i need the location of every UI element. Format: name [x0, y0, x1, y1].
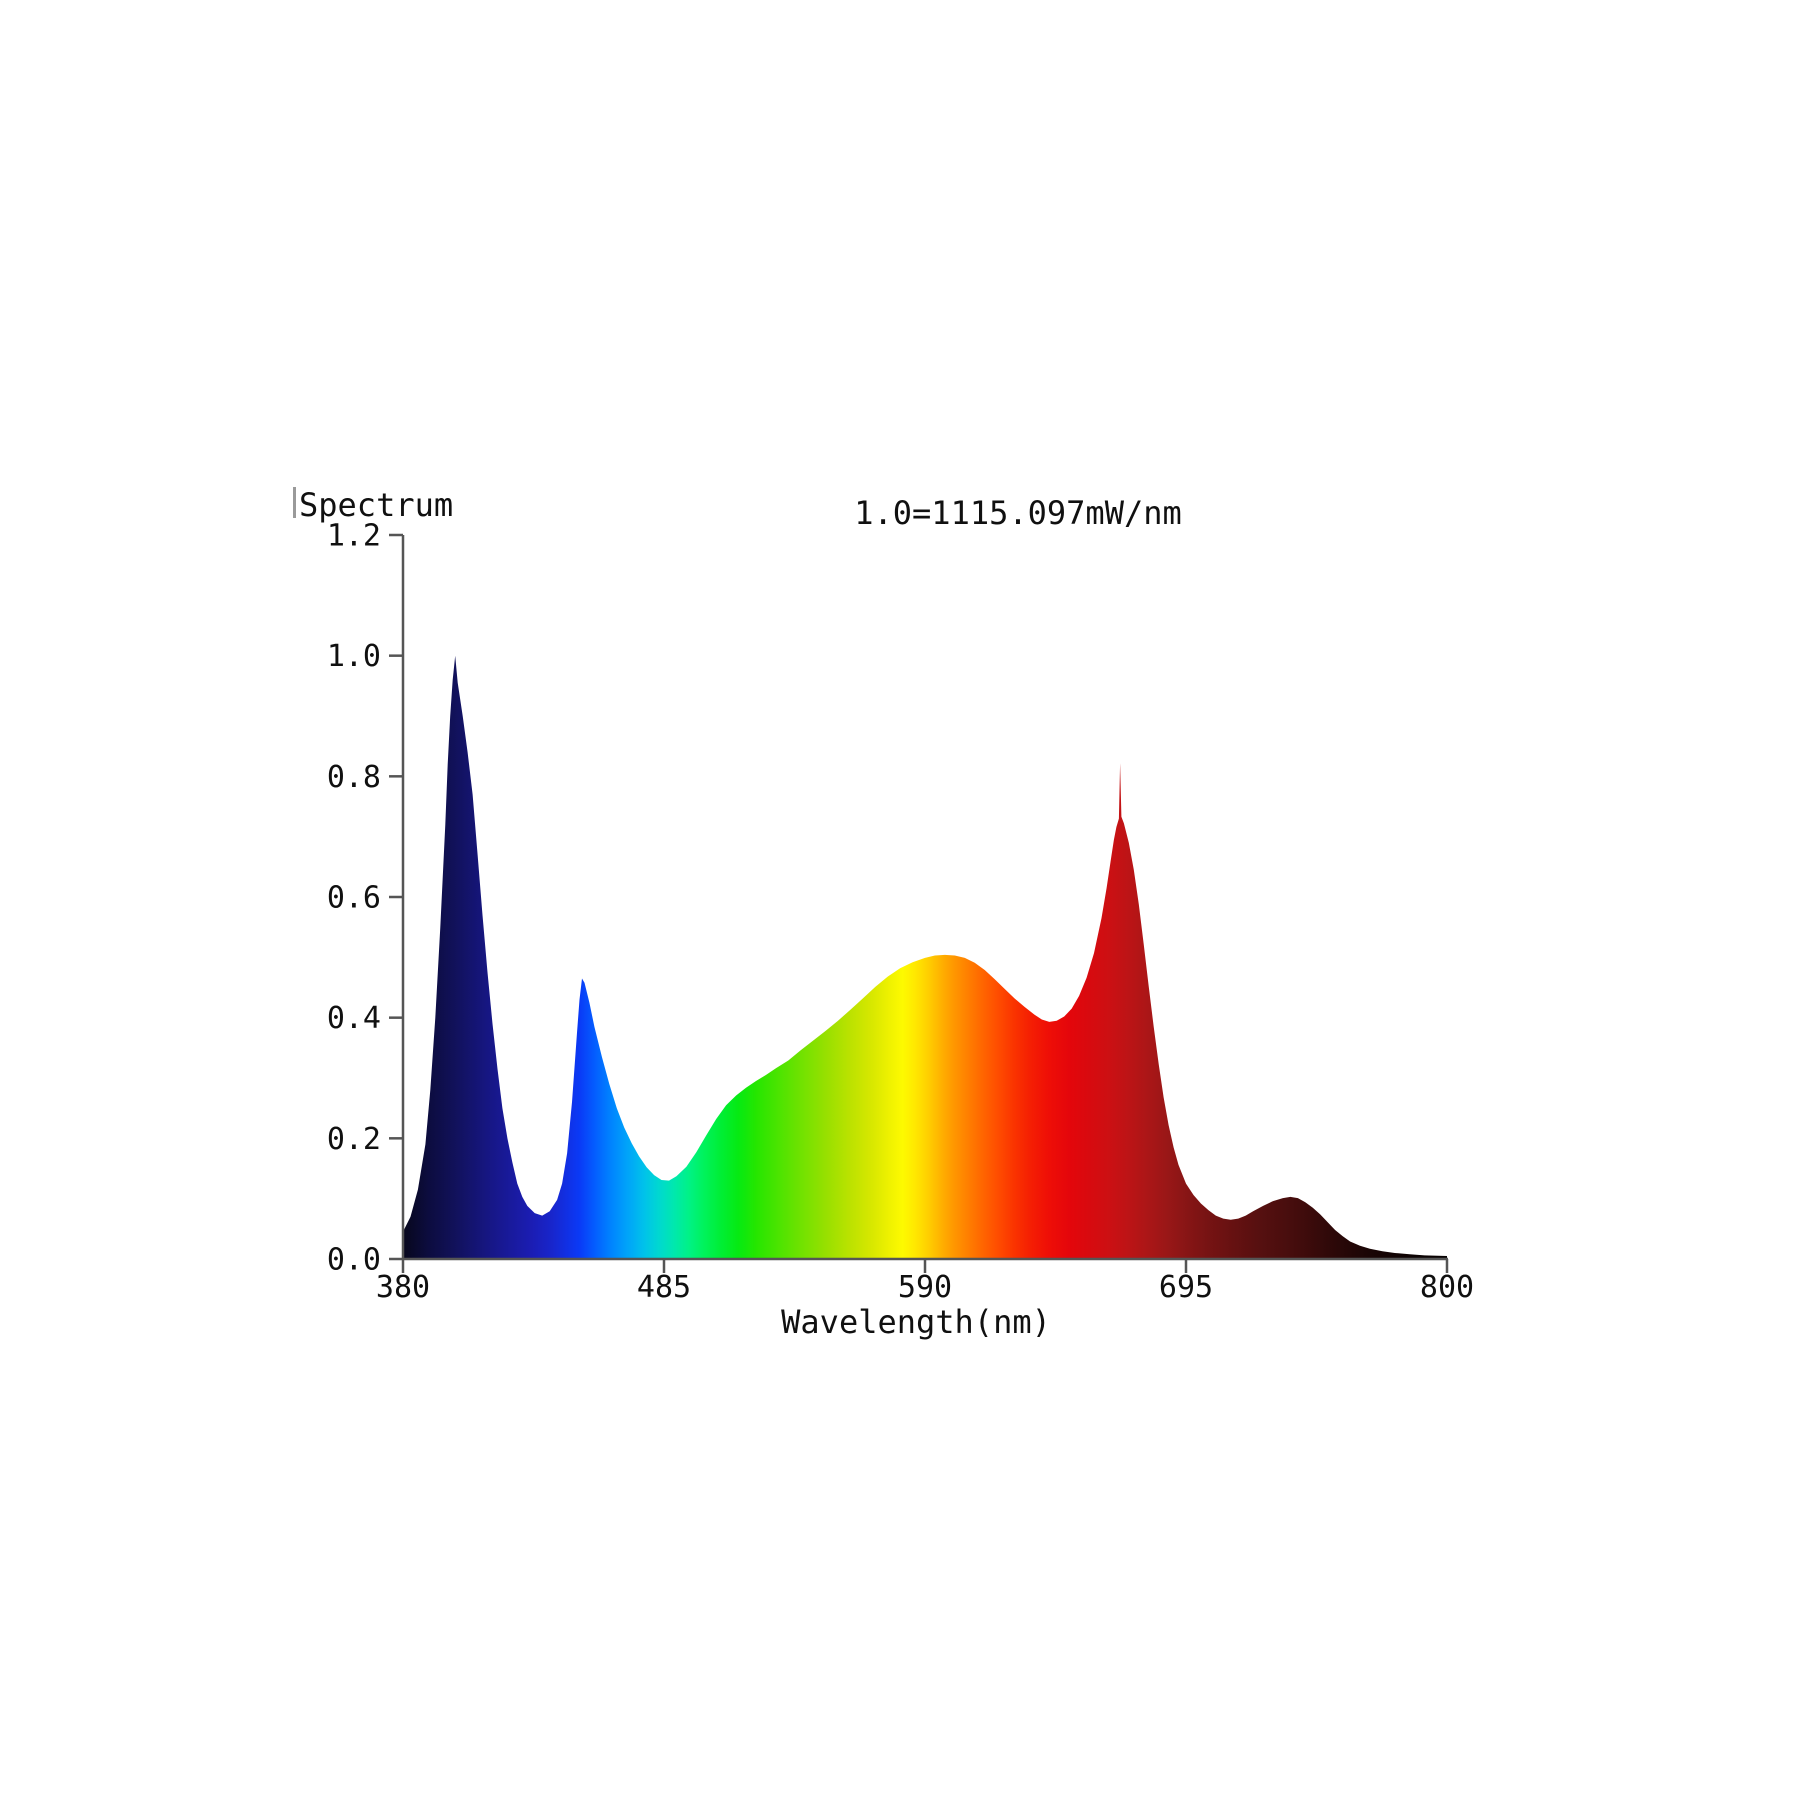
y-axis-tick-label: 1.2 [327, 519, 381, 554]
text-cursor-artifact [293, 487, 296, 518]
x-axis-tick-label: 800 [1420, 1270, 1474, 1305]
scale-annotation: 1.0=1115.097mW/nm [854, 494, 1182, 532]
y-axis-tick-label: 0.0 [327, 1243, 381, 1278]
x-axis-label: Wavelength(nm) [781, 1303, 1051, 1341]
y-axis-tick-label: 0.6 [327, 881, 381, 916]
x-axis-tick-label: 590 [898, 1270, 952, 1305]
chart-title: Spectrum [299, 486, 454, 524]
x-axis-tick-label: 485 [637, 1270, 691, 1305]
axes [389, 533, 1449, 1273]
y-axis-tick-label: 0.2 [327, 1122, 381, 1157]
spectrum-area-series [403, 655, 1447, 1259]
axis-tick-labels: 0.0 0.2 0.4 0.6 0.8 1.0 1.2 380 485 590 695 800 [327, 519, 1474, 1306]
x-axis-tick-label: 695 [1159, 1270, 1213, 1305]
y-axis-tick-label: 0.8 [327, 760, 381, 795]
y-axis-tick-label: 1.0 [327, 639, 381, 674]
x-axis-tick-label: 380 [376, 1270, 430, 1305]
y-axis-tick-label: 0.4 [327, 1001, 381, 1036]
